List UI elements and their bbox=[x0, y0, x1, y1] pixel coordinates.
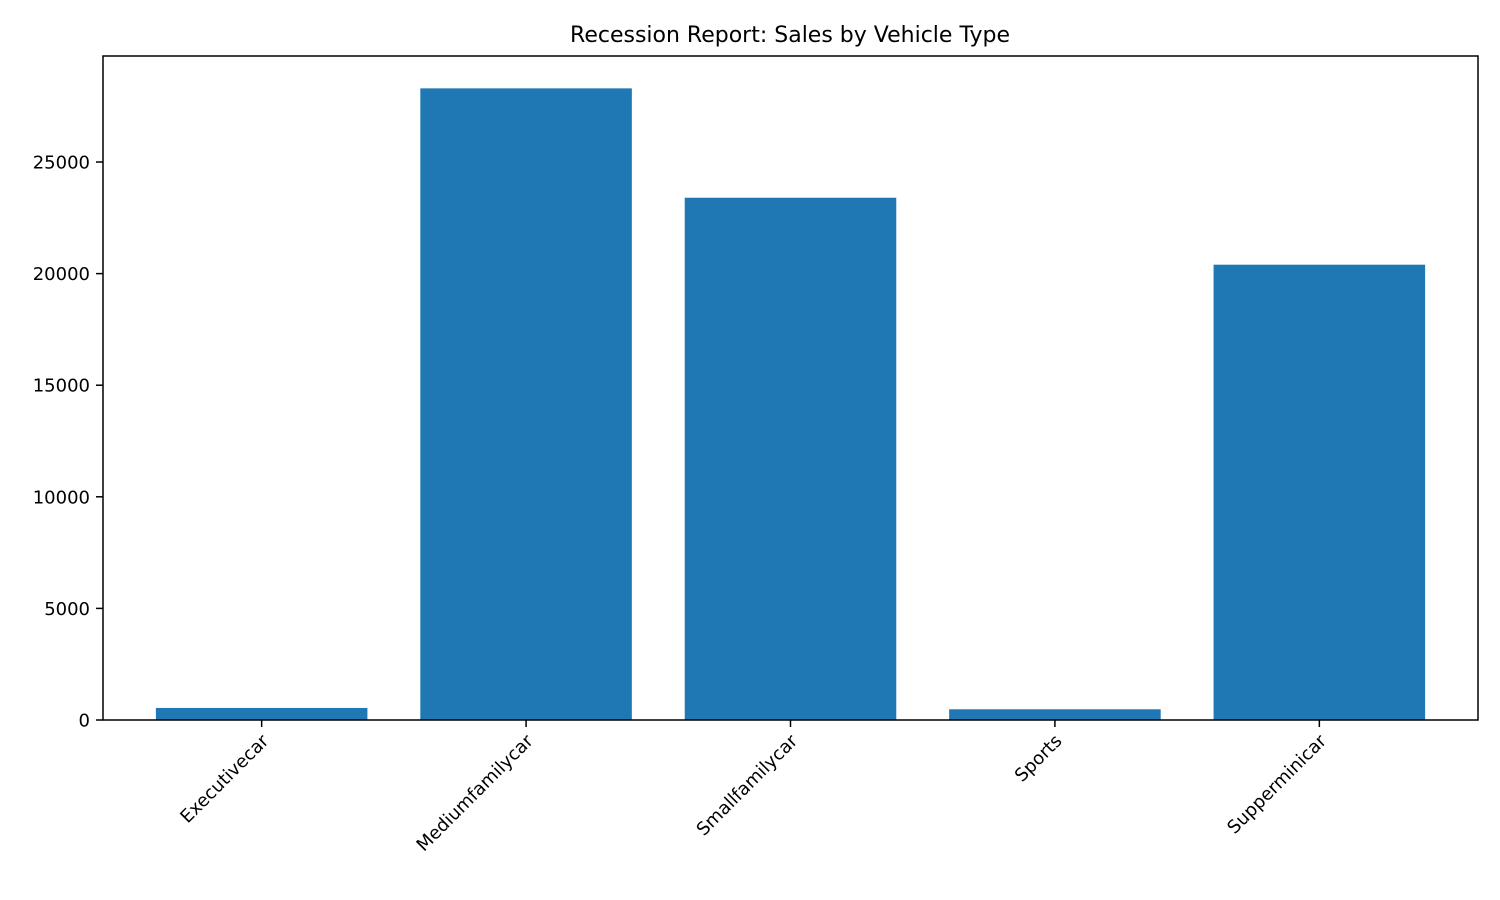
y-tick-label: 15000 bbox=[33, 376, 90, 397]
y-tick-label: 0 bbox=[79, 711, 90, 732]
bar-mediumfamilycar bbox=[420, 88, 632, 720]
x-tick-label: Sports bbox=[1011, 731, 1067, 787]
bar-supperminicar bbox=[1213, 264, 1426, 720]
y-tick-label: 5000 bbox=[44, 599, 90, 620]
chart-title: Recession Report: Sales by Vehicle Type bbox=[570, 23, 1010, 48]
plot-frame bbox=[102, 55, 1479, 721]
x-tick-label: Executivecar bbox=[176, 730, 273, 827]
y-tick-label: 25000 bbox=[33, 153, 90, 174]
plot-area: Executivecar Mediumfamilycar Smallfamilyca… bbox=[33, 88, 1426, 856]
y-tick-label: 10000 bbox=[33, 487, 90, 508]
y-tick-label: 20000 bbox=[33, 264, 90, 285]
bar-smallfamilycar bbox=[684, 197, 897, 721]
x-tick-label: Supperminicar bbox=[1223, 730, 1331, 838]
x-tick-label: Smallfamilycar bbox=[693, 730, 803, 840]
bar-executivecar bbox=[155, 707, 368, 720]
bar-sports bbox=[949, 709, 1161, 720]
x-tick-label: Mediumfamilycar bbox=[413, 730, 538, 855]
